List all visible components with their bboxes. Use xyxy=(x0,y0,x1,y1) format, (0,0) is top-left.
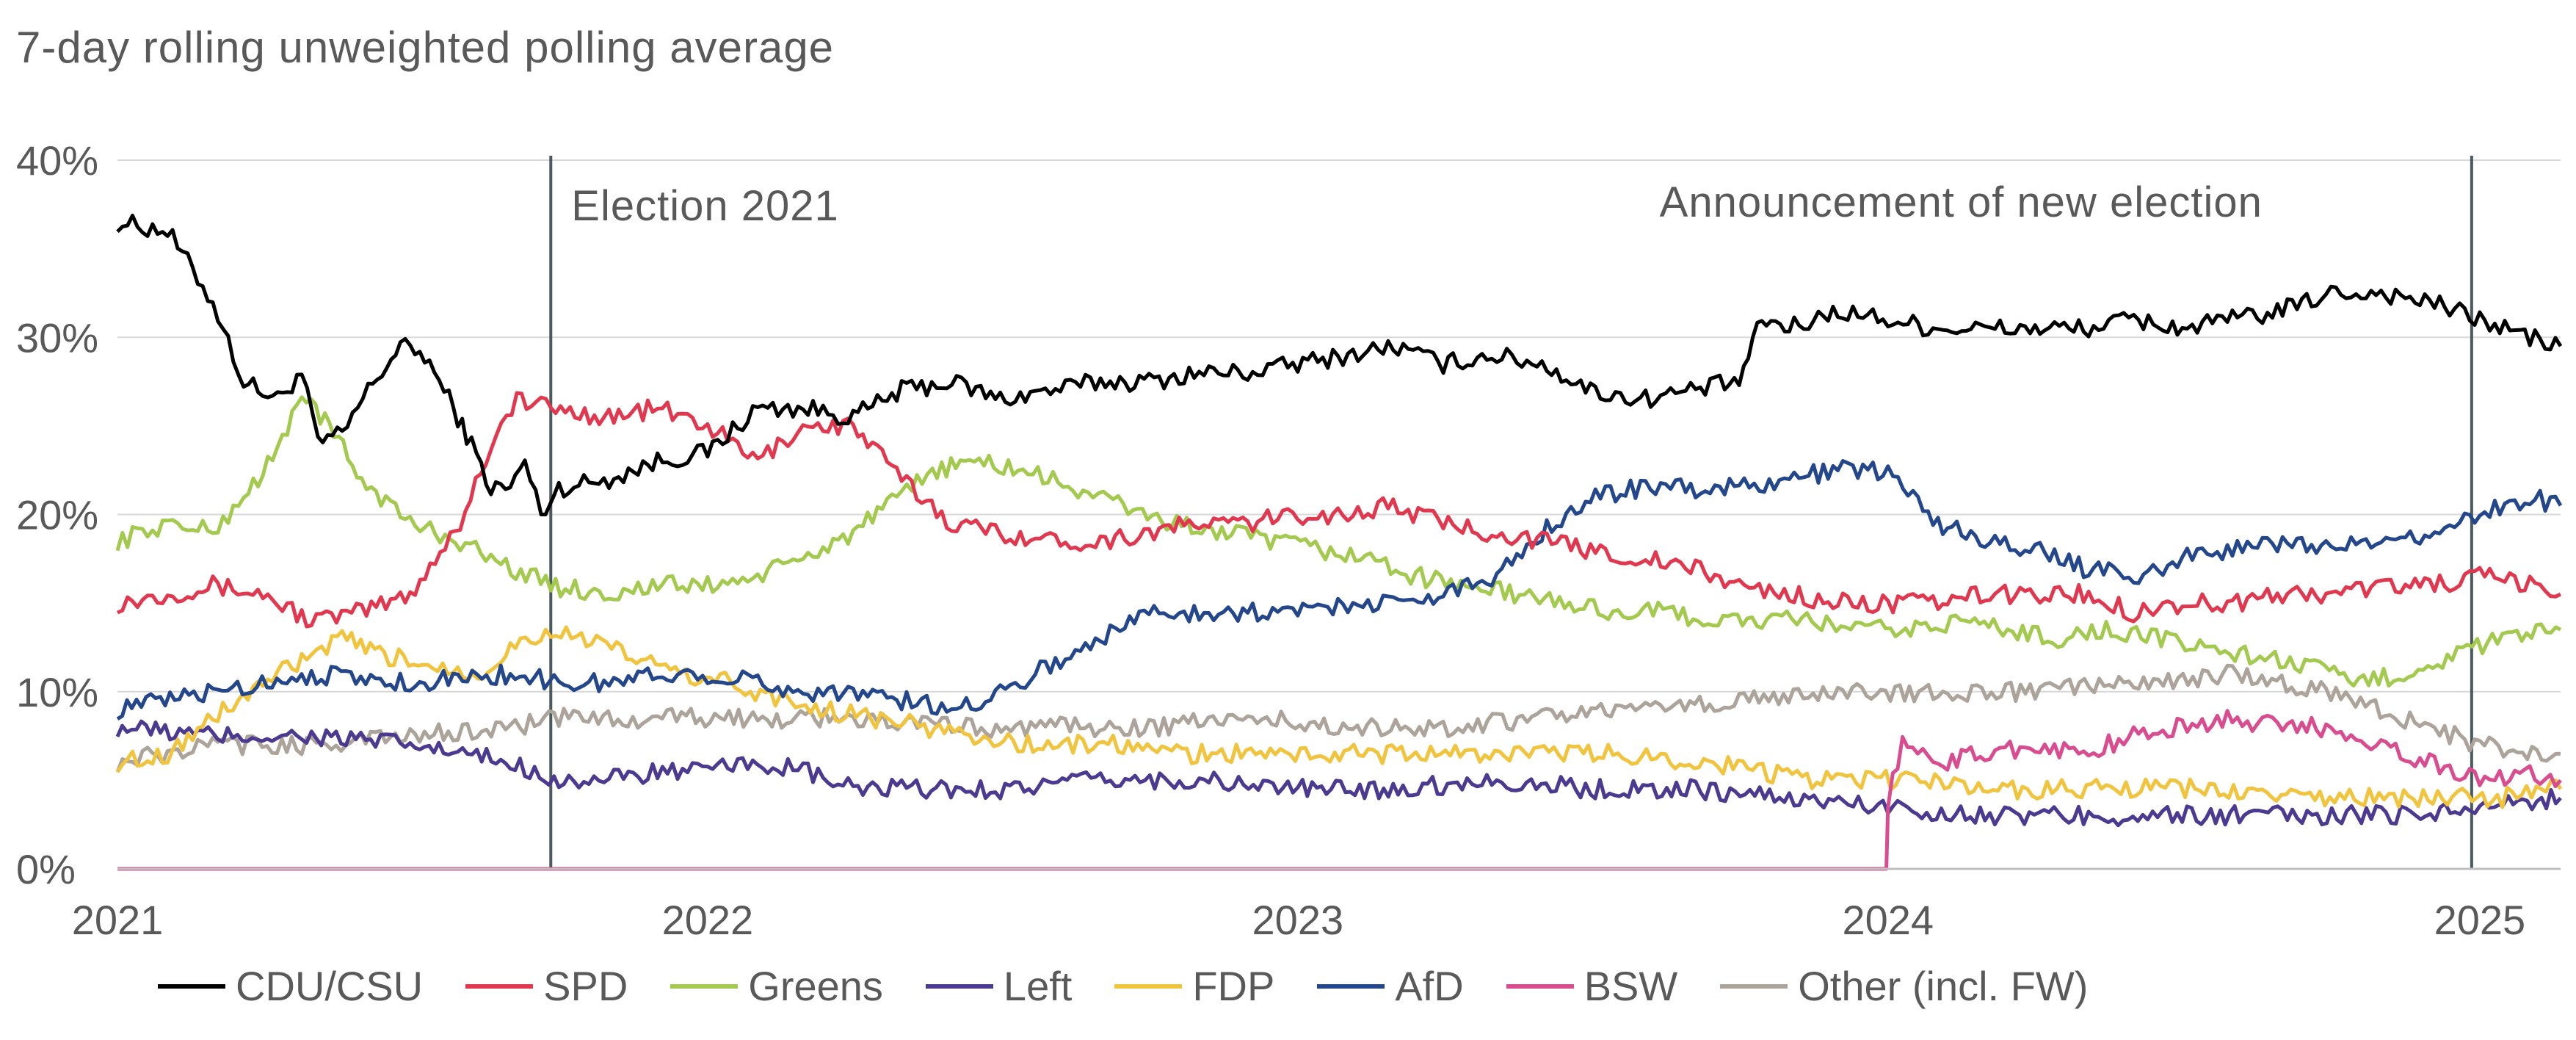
legend: CDU/CSU SPD Greens Left FDP AfD BSW Other (incl… xyxy=(158,962,2130,1010)
legend-label: SPD xyxy=(543,963,628,1009)
legend-swatch xyxy=(158,983,225,989)
y-tick-label: 0% xyxy=(16,846,76,892)
line-chart: 0% 10% 20% 30% 40% 2021 2022 2023 2024 2025 Elec… xyxy=(16,137,2563,943)
x-tick-label: 2022 xyxy=(662,897,754,943)
series-line-left xyxy=(115,719,2562,828)
legend-label: Greens xyxy=(748,963,883,1009)
gridlines xyxy=(117,159,2561,693)
y-tick-label: 30% xyxy=(16,314,98,361)
x-axis-tick-labels: 2021 2022 2023 2024 2025 xyxy=(72,897,2525,943)
annotation-label: Election 2021 xyxy=(571,182,838,230)
legend-item: Greens xyxy=(670,962,883,1010)
legend-item: SPD xyxy=(465,962,628,1010)
legend-swatch xyxy=(1114,983,1183,989)
legend-swatch xyxy=(1720,983,1788,989)
legend-label: Left xyxy=(1003,963,1073,1009)
legend-swatch xyxy=(1506,983,1574,989)
y-tick-label: 20% xyxy=(16,492,98,538)
legend-swatch xyxy=(465,983,534,989)
y-tick-label: 10% xyxy=(16,669,98,715)
legend-label: Other (incl. FW) xyxy=(1798,963,2089,1009)
legend-label: AfD xyxy=(1395,963,1464,1009)
legend-item: Other (incl. FW) xyxy=(1720,962,2088,1010)
series-lines xyxy=(115,214,2563,871)
legend-label: BSW xyxy=(1583,963,1678,1009)
x-tick-label: 2021 xyxy=(72,897,164,943)
legend-item: CDU/CSU xyxy=(158,962,423,1010)
y-axis-tick-labels: 0% 10% 20% 30% 40% xyxy=(16,137,98,892)
x-tick-label: 2023 xyxy=(1252,897,1344,943)
legend-item: AfD xyxy=(1317,962,1464,1010)
series-line-spd xyxy=(116,391,2562,629)
legend-item: FDP xyxy=(1114,962,1274,1010)
series-line-afd xyxy=(116,459,2563,721)
legend-label: FDP xyxy=(1192,963,1275,1009)
legend-item: Left xyxy=(925,962,1073,1010)
x-tick-label: 2025 xyxy=(2434,897,2526,943)
legend-swatch xyxy=(925,983,993,989)
series-line-other-incl-fw xyxy=(115,663,2561,773)
y-tick-label: 40% xyxy=(16,137,98,184)
chart-subtitle: 7-day rolling unweighted polling average xyxy=(16,23,835,72)
series-line-cdu-csu xyxy=(116,214,2563,516)
legend-label: CDU/CSU xyxy=(236,963,424,1009)
series-line-greens xyxy=(115,395,2562,688)
legend-item: BSW xyxy=(1506,962,1678,1010)
legend-swatch xyxy=(670,983,739,989)
x-tick-label: 2024 xyxy=(1842,897,1934,943)
annotation-label: Announcement of new election xyxy=(1660,178,2263,226)
series-line-fdp xyxy=(115,625,2563,809)
annotations: Election 2021 Announcement of new electio… xyxy=(549,156,2473,869)
legend-swatch xyxy=(1317,983,1385,989)
